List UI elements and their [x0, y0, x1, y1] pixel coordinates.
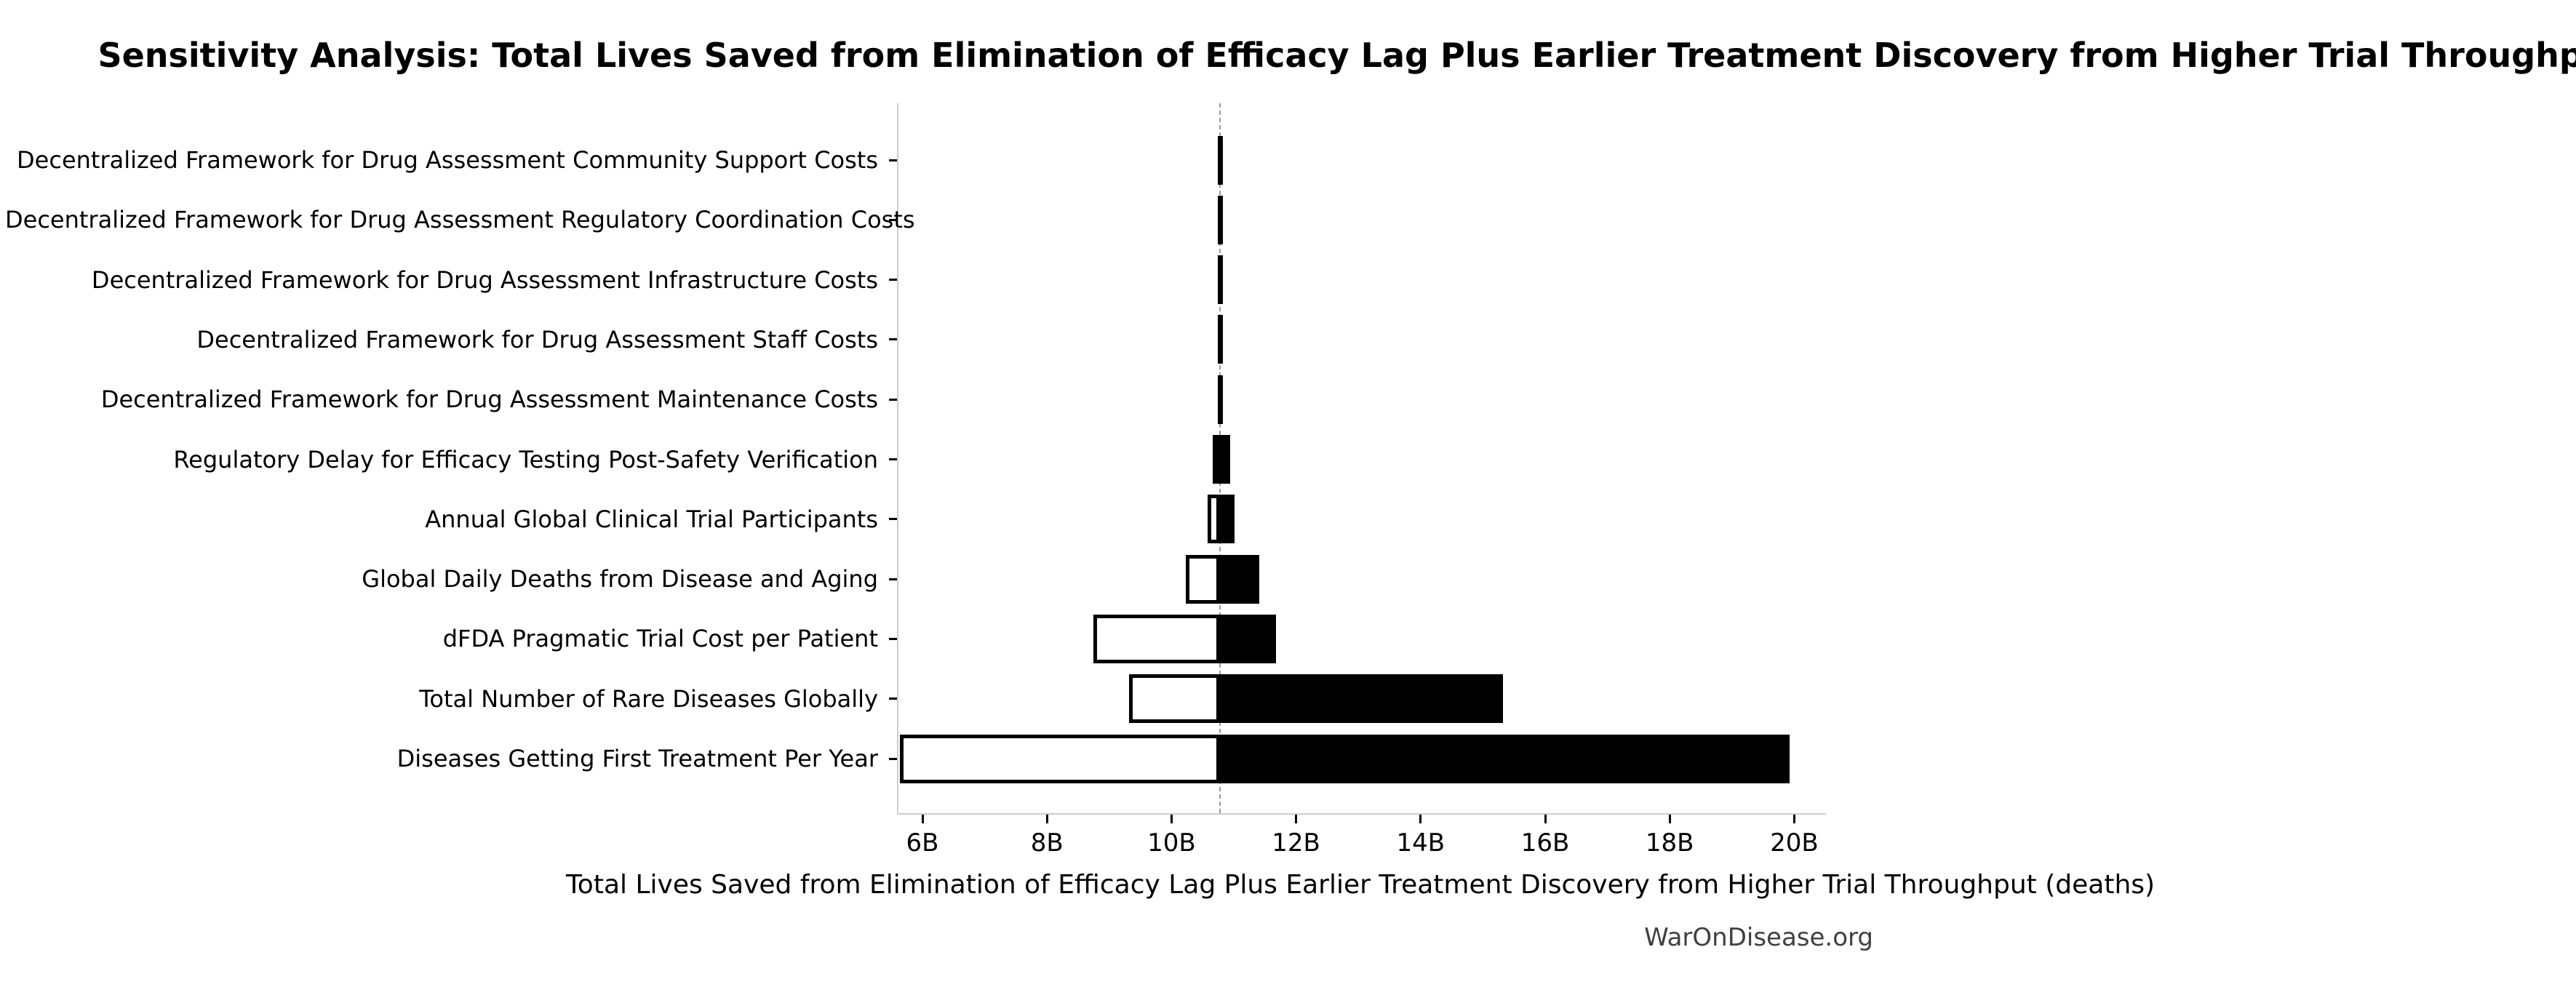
- y-axis-label: Decentralized Framework for Drug Assessm…: [5, 206, 915, 234]
- bar-negligible-mark: [1217, 375, 1224, 424]
- bar-low-segment: [1185, 554, 1221, 604]
- bar-high-segment: [1220, 435, 1231, 484]
- bar-low-segment: [1213, 435, 1221, 484]
- y-tick: [889, 637, 897, 640]
- y-tick: [889, 398, 897, 401]
- x-tick-label: 20B: [1770, 828, 1819, 858]
- y-axis-label: dFDA Pragmatic Trial Cost per Patient: [442, 625, 878, 653]
- y-tick: [889, 518, 897, 521]
- bar-low-segment: [900, 734, 1221, 783]
- x-tick-label: 14B: [1396, 828, 1445, 858]
- bar-high-segment: [1220, 614, 1276, 663]
- y-axis-label: Decentralized Framework for Drug Assessm…: [91, 265, 878, 294]
- x-axis-label: Total Lives Saved from Elimination of Ef…: [565, 870, 2156, 900]
- y-axis-label: Decentralized Framework for Drug Assessm…: [196, 325, 878, 353]
- y-tick: [889, 757, 897, 760]
- y-tick: [889, 279, 897, 281]
- bar-high-segment: [1220, 495, 1235, 544]
- y-axis-label: Decentralized Framework for Drug Assessm…: [17, 146, 878, 174]
- y-axis-label: Regulatory Delay for Efficacy Testing Po…: [173, 445, 878, 473]
- x-tick-label: 18B: [1645, 828, 1694, 858]
- bar-low-segment: [1129, 674, 1221, 724]
- x-tick-label: 6B: [906, 828, 939, 858]
- x-tick-label: 8B: [1030, 828, 1064, 858]
- watermark-text: WarOnDisease.org: [1644, 923, 1873, 952]
- x-tick: [1170, 815, 1173, 823]
- bar-high-segment: [1220, 674, 1504, 724]
- y-tick: [889, 159, 897, 161]
- chart-title: Sensitivity Analysis: Total Lives Saved …: [97, 36, 2576, 75]
- y-axis-label: Total Number of Rare Diseases Globally: [419, 684, 878, 713]
- plot-area: [897, 103, 1826, 815]
- bar-high-segment: [1220, 554, 1259, 604]
- y-axis-label: Global Daily Deaths from Disease and Agi…: [362, 565, 878, 594]
- y-axis-label: Annual Global Clinical Trial Participant…: [425, 505, 878, 533]
- y-axis-label: Diseases Getting First Treatment Per Yea…: [396, 745, 878, 772]
- bar-low-segment: [1093, 614, 1221, 663]
- bar-negligible-mark: [1217, 255, 1224, 305]
- x-tick: [1419, 815, 1422, 823]
- y-tick: [889, 458, 897, 460]
- x-tick: [1793, 815, 1795, 823]
- x-tick-label: 12B: [1272, 828, 1320, 858]
- bar-high-segment: [1220, 734, 1790, 783]
- x-tick-label: 16B: [1520, 828, 1570, 858]
- bar-low-segment: [1208, 495, 1221, 544]
- x-tick-label: 10B: [1147, 828, 1196, 858]
- x-tick: [1295, 815, 1298, 823]
- bar-negligible-mark: [1217, 195, 1224, 244]
- bar-negligible-mark: [1217, 315, 1224, 364]
- y-tick: [889, 698, 897, 700]
- x-tick: [1544, 815, 1547, 823]
- y-axis-label: Decentralized Framework for Drug Assessm…: [100, 385, 878, 414]
- y-tick: [889, 338, 897, 341]
- y-tick: [889, 578, 897, 580]
- x-tick: [921, 815, 924, 823]
- x-tick: [1045, 815, 1048, 823]
- bar-negligible-mark: [1217, 135, 1224, 185]
- x-tick: [1668, 815, 1671, 823]
- y-tick: [889, 218, 897, 221]
